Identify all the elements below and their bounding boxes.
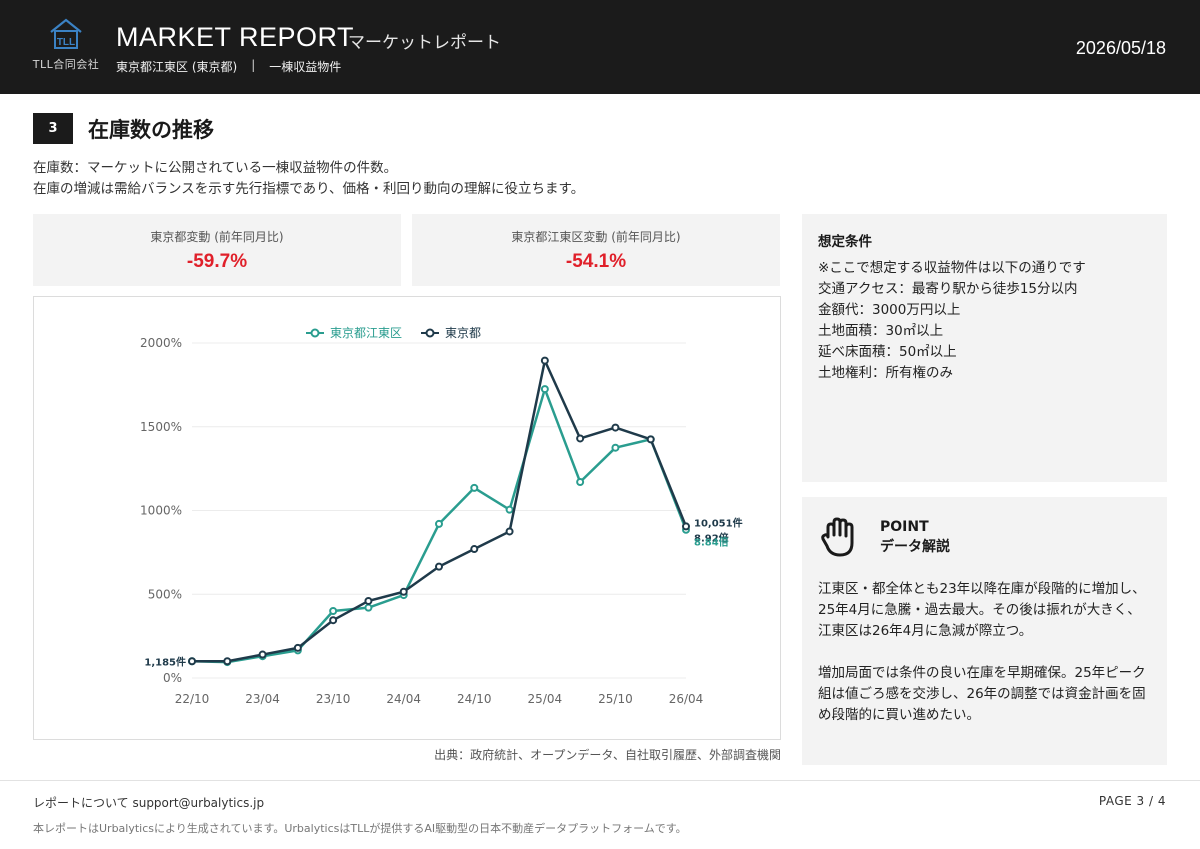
data-point <box>505 505 514 514</box>
data-point <box>223 657 232 666</box>
point-body: 江東区・都全体とも23年以降在庫が段階的に増加し、25年4月に急騰・過去最大。そ… <box>818 579 1151 726</box>
section-description: 在庫数：マーケットに公開されている一棟収益物件の件数。 在庫の増減は需給バランス… <box>33 158 584 200</box>
condition-line: ※ここで想定する収益物件は以下の通りです <box>818 260 1086 276</box>
legend-label-koto: 東京都江東区 <box>330 326 402 340</box>
legend-label-tokyo: 東京都 <box>445 326 481 340</box>
data-point <box>188 657 196 666</box>
kpi-label: 東京都江東区変動 (前年同月比) <box>511 230 681 244</box>
legend-marker-tokyo <box>425 328 435 338</box>
kpi-label: 東京都変動 (前年同月比) <box>150 230 284 244</box>
point-title-en: POINT <box>880 519 929 535</box>
description-line: 在庫数：マーケットに公開されている一棟収益物件の件数。 <box>33 160 398 176</box>
chart-grid: 0% 500% 1000% 1500% 2000% 22/10 23/04 23/10 24/0… <box>140 336 703 706</box>
house-logo-icon: TLL <box>50 18 82 49</box>
data-point <box>576 478 585 487</box>
report-meta: 東京都江東区 (東京都) | 一棟収益物件 <box>116 58 341 75</box>
x-tick-label: 23/10 <box>316 692 351 706</box>
data-point <box>611 423 620 432</box>
x-tick-label: 26/04 <box>669 692 704 706</box>
x-tick-label: 24/04 <box>386 692 421 706</box>
data-point <box>329 607 338 615</box>
x-tick-label: 24/10 <box>457 692 492 706</box>
condition-line: 土地面積：30㎡以上 <box>818 323 944 339</box>
condition-line: 金額代：3000万円以上 <box>818 302 961 318</box>
conditions-title: 想定条件 <box>818 234 872 250</box>
inventory-line-chart: 0% 500% 1000% 1500% 2000% 22/10 23/04 23/10 24/0… <box>140 326 743 706</box>
data-point <box>329 616 338 625</box>
page-number: PAGE 3 / 4 <box>1098 794 1166 808</box>
x-tick-label: 25/10 <box>598 692 633 706</box>
footer-contact: レポートについて support@urbalytics.jp <box>33 796 265 810</box>
data-point <box>364 596 373 605</box>
data-point <box>470 545 479 554</box>
footer-note: 本レポートはUrbalyticsにより生成されています。UrbalyticsはT… <box>33 822 687 835</box>
data-point <box>470 483 479 492</box>
point-title: POINT データ解説 <box>880 517 950 557</box>
x-tick-label: 22/10 <box>175 692 210 706</box>
kpi-value: -54.1% <box>565 251 627 272</box>
inventory-chart-panel: 0% 500% 1000% 1500% 2000% 22/10 23/04 23/10 24/0… <box>33 296 781 740</box>
data-point <box>258 650 267 659</box>
data-point <box>505 527 514 536</box>
condition-line: 延べ床面積：50㎡以上 <box>818 344 957 360</box>
data-point <box>682 522 690 531</box>
point-paragraph: 増加局面では条件の良い在庫を早期確保。25年ピーク組は値ごろ感を交渉し、26年の… <box>818 665 1146 723</box>
data-point <box>576 434 585 443</box>
company-logo: TLL TLL合同会社 <box>30 18 102 72</box>
data-point <box>435 519 443 528</box>
kpi-koto: 東京都江東区変動 (前年同月比) -54.1% <box>412 214 780 286</box>
data-point <box>540 356 549 365</box>
condition-line: 土地権利：所有権のみ <box>818 365 953 381</box>
category-label: 一棟収益物件 <box>269 60 342 74</box>
chart-series <box>188 356 690 667</box>
x-tick-label: 23/04 <box>245 692 280 706</box>
y-tick-label: 500% <box>148 587 182 601</box>
legend-marker-koto <box>310 328 320 338</box>
end-value-label: 10,051件 <box>694 516 743 529</box>
y-tick-label: 2000% <box>140 336 182 350</box>
condition-line: 交通アクセス：最寄り駅から徒歩15分以内 <box>818 281 1078 297</box>
conditions-box: 想定条件 ※ここで想定する収益物件は以下の通りです 交通アクセス：最寄り駅から徒… <box>802 214 1167 482</box>
y-tick-label: 0% <box>163 671 182 685</box>
data-point <box>364 603 373 612</box>
meta-separator: | <box>251 58 256 72</box>
data-point <box>611 443 620 452</box>
report-title: MARKET REPORT <box>116 22 355 52</box>
data-point <box>435 562 443 571</box>
data-point <box>540 385 549 394</box>
point-header: POINT データ解説 <box>818 513 1151 561</box>
point-title-ja: データ解説 <box>880 539 950 555</box>
point-paragraph: 江東区・都全体とも23年以降在庫が段階的に増加し、25年4月に急騰・過去最大。そ… <box>818 581 1146 639</box>
y-tick-label: 1500% <box>140 420 182 434</box>
report-date: 2026/05/18 <box>1075 38 1166 58</box>
data-point <box>646 435 655 444</box>
data-point <box>399 587 408 596</box>
x-tick-label: 25/04 <box>528 692 563 706</box>
report-subtitle: マーケットレポート <box>348 33 501 53</box>
report-header: TLL TLL合同会社 MARKET REPORT マーケットレポート 東京都江… <box>0 0 1200 94</box>
end-value-label: 8.84倍 <box>694 535 729 548</box>
point-box: POINT データ解説 江東区・都全体とも23年以降在庫が段階的に増加し、25年… <box>802 497 1167 765</box>
start-value-label: 1,185件 <box>144 655 186 668</box>
section-title: 在庫数の推移 <box>88 118 214 142</box>
hand-icon <box>821 517 854 557</box>
area-label: 東京都江東区 (東京都) <box>116 60 238 74</box>
data-point <box>293 643 302 652</box>
y-tick-label: 1000% <box>140 504 182 518</box>
kpi-tokyo: 東京都変動 (前年同月比) -59.7% <box>33 214 401 286</box>
kpi-value: -59.7% <box>186 251 248 272</box>
end-value-label: 8.92倍 <box>694 531 729 544</box>
section-number: 3 <box>33 113 73 144</box>
footer-divider <box>0 780 1200 781</box>
logo-text: TLL合同会社 <box>32 58 100 71</box>
chart-source: 出典：政府統計、オープンデータ、自社取引履歴、外部調査機関 <box>434 748 781 762</box>
chart-legend: 東京都江東区 東京都 <box>306 326 481 340</box>
svg-text:TLL: TLL <box>57 37 75 48</box>
description-line: 在庫の増減は需給バランスを示す先行指標であり、価格・利回り動向の理解に役立ちます… <box>33 181 585 197</box>
